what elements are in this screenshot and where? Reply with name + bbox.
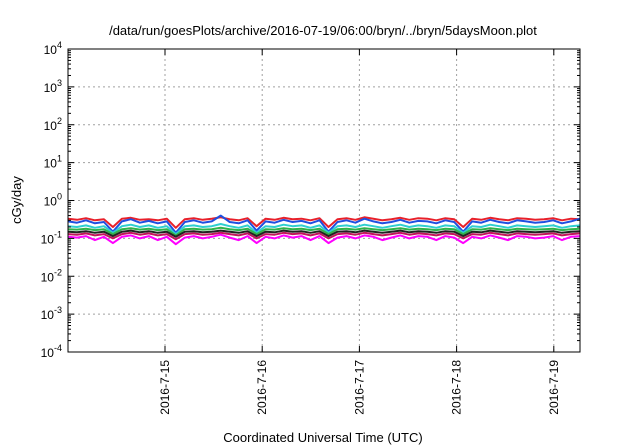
y-tick-label: 101 [44, 154, 62, 171]
series-line-6 [67, 231, 581, 241]
y-tick-labels: 10-4 10-3 10-2 10-1 100 101 102 103 104 [41, 40, 62, 360]
grid [68, 49, 580, 352]
series-line-5 [67, 229, 581, 238]
x-tick-label: 2016-7-16 [255, 360, 269, 415]
x-tick-label: 2016-7-17 [352, 360, 366, 415]
x-tick-labels: 2016-7-15 2016-7-16 2016-7-17 2016-7-18 2016… [158, 360, 561, 415]
y-tick-label: 100 [44, 192, 62, 209]
series-lines [67, 214, 581, 246]
series-line-4 [67, 226, 581, 237]
y-tick-label: 103 [44, 78, 62, 95]
y-tick-label: 10-4 [41, 343, 62, 360]
x-axis-label: Coordinated Universal Time (UTC) [223, 430, 422, 445]
chart-title: /data/run/goesPlots/archive/2016-07-19/0… [109, 23, 537, 38]
x-tick-label: 2016-7-15 [158, 360, 172, 415]
y-tick-label: 102 [44, 116, 62, 133]
axis-ticks [68, 48, 580, 353]
x-tick-label: 2016-7-19 [547, 360, 561, 415]
series-line-7 [67, 233, 581, 246]
x-tick-label: 2016-7-18 [450, 360, 464, 415]
y-tick-label: 10-2 [41, 267, 62, 284]
y-tick-label: 10-1 [41, 229, 62, 246]
y-tick-label: 104 [44, 40, 62, 57]
series-line-2 [67, 214, 581, 234]
series-line-1 [67, 216, 581, 229]
series-line-3 [67, 223, 581, 236]
y-tick-label: 10-3 [41, 305, 62, 322]
y-axis-label: cGy/day [9, 176, 24, 224]
